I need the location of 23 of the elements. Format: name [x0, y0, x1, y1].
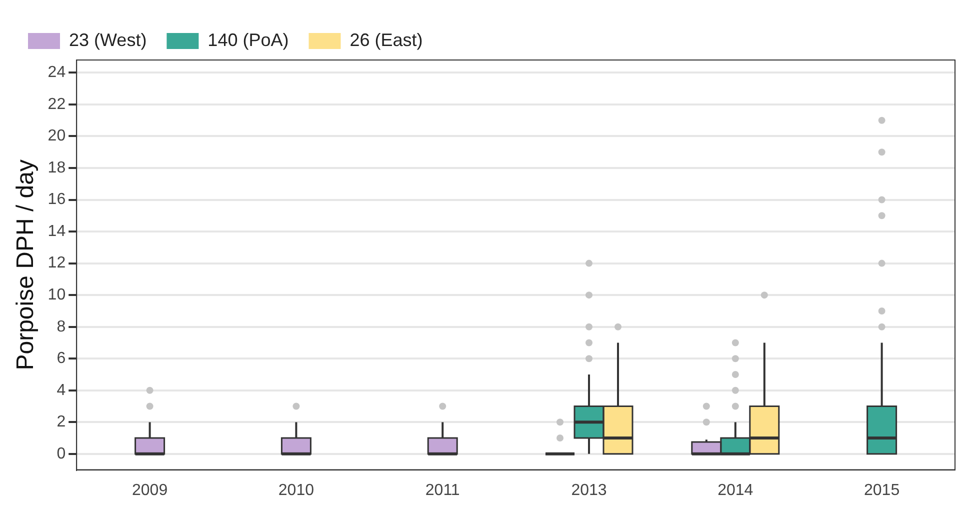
x-tick-label: 2010	[278, 482, 314, 499]
y-tick-label: 10	[48, 286, 66, 304]
y-tick-label: 0	[56, 445, 66, 462]
legend-label: 26 (East)	[350, 30, 423, 50]
legend-label: 140 (PoA)	[208, 30, 289, 50]
x-tick-label: 2013	[571, 482, 607, 499]
x-tick-label: 2015	[864, 482, 900, 499]
x-tick-label: 2011	[425, 482, 460, 499]
y-tick-label: 24	[48, 64, 66, 82]
x-tick-label: 2009	[132, 482, 168, 499]
y-tick-label: 12	[48, 254, 66, 272]
legend-label: 23 (West)	[69, 30, 147, 50]
y-tick-label: 4	[56, 382, 66, 399]
y-tick-label: 2	[56, 414, 66, 431]
y-tick-label: 6	[56, 350, 66, 368]
y-tick-label: 18	[48, 159, 66, 176]
y-tick-label: 20	[48, 128, 66, 145]
y-axis-title: Porpoise DPH / day	[12, 160, 40, 370]
x-tick-label: 2014	[718, 482, 754, 499]
y-tick-label: 22	[48, 96, 66, 113]
y-tick-label: 16	[48, 191, 66, 208]
y-tick-label: 14	[48, 222, 66, 240]
y-tick-label: 8	[56, 318, 66, 336]
